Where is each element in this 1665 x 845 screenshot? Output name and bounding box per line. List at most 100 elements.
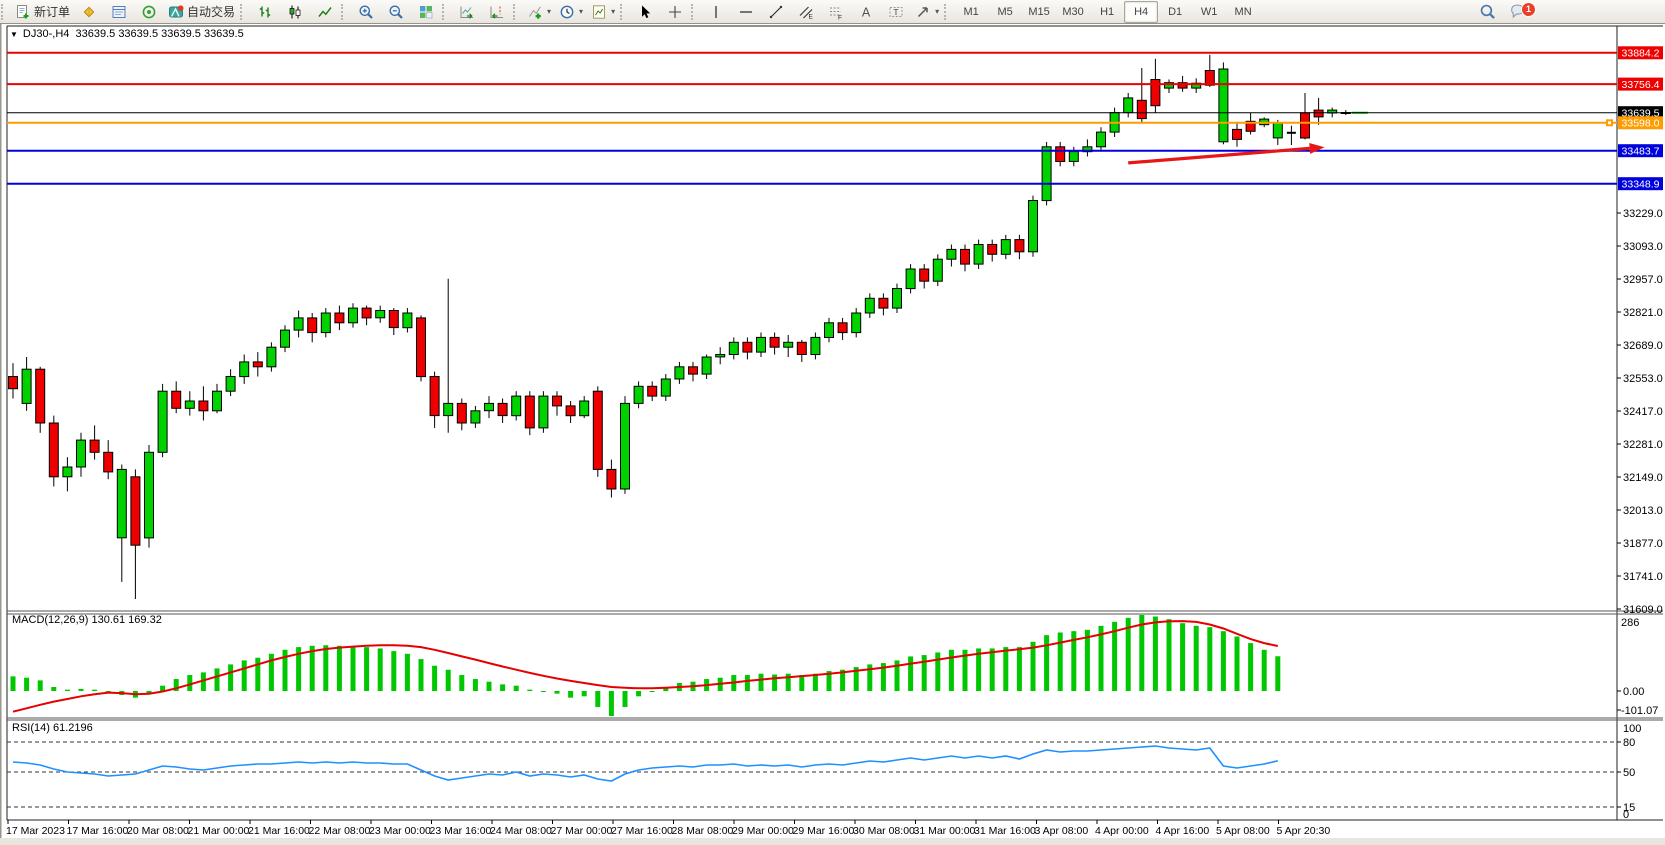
svg-text:33229.0: 33229.0 [1623, 208, 1663, 220]
tf-m5-label: M5 [997, 5, 1013, 18]
svg-text:100: 100 [1623, 723, 1641, 735]
toolbar-right: 1 [1472, 0, 1536, 23]
data-window-icon [112, 5, 126, 18]
svg-text:F: F [838, 14, 842, 20]
label-icon: T [889, 6, 903, 17]
collapse-chart-icon[interactable]: ▼ [10, 29, 18, 39]
rsi-line [12, 745, 1278, 782]
time-axis-label: 20 Mar 08:00 [127, 825, 189, 837]
horizontal-line-button[interactable] [731, 1, 761, 23]
time-axis-label: 31 Mar 00:00 [914, 825, 976, 837]
tf-h4-label: H4 [1134, 5, 1149, 18]
autotrading-button[interactable]: 自动交易 [164, 1, 239, 23]
tf-w1-label: W1 [1200, 5, 1218, 18]
tf-d1-button[interactable]: D1 [1158, 1, 1192, 23]
search-button[interactable] [1472, 1, 1502, 23]
tile-windows-button[interactable] [411, 1, 441, 23]
market-watch-icon [83, 6, 95, 17]
trendline-icon [769, 5, 783, 18]
svg-text:50: 50 [1623, 767, 1635, 779]
pane-splitter[interactable] [7, 610, 1663, 721]
time-axis-label: 22 Mar 08:00 [309, 825, 371, 837]
market-watch-button[interactable] [74, 1, 104, 23]
templates-button[interactable]: ▾ [587, 1, 619, 23]
chart-canvas[interactable]: 33884.2 33756.4 33639.5 33598.0 33483.7 33348… [0, 24, 1665, 845]
line-chart-button[interactable] [310, 1, 340, 23]
tf-m1-label: M1 [963, 5, 979, 18]
price-horizontal-line[interactable]: 33483.7 [7, 144, 1663, 158]
time-axis-label: 21 Mar 00:00 [188, 825, 250, 837]
time-axis-label: 27 Mar 00:00 [551, 825, 613, 837]
tf-m5-button[interactable]: M5 [988, 1, 1022, 23]
macd-signal-line [12, 620, 1279, 713]
candlestick-chart-button[interactable] [280, 1, 310, 23]
tf-w1-button[interactable]: W1 [1192, 1, 1226, 23]
svg-text:32553.0: 32553.0 [1623, 373, 1663, 385]
tf-h1-button[interactable]: H1 [1090, 1, 1124, 23]
data-window-button[interactable] [104, 1, 134, 23]
text-button[interactable]: A [851, 1, 881, 23]
price-horizontal-line[interactable]: 33348.9 [7, 177, 1663, 191]
new-order-icon [17, 4, 29, 18]
navigator-button[interactable] [134, 1, 164, 23]
chart-shift-button[interactable] [482, 1, 512, 23]
time-axis-label: 4 Apr 16:00 [1156, 825, 1210, 837]
cursor-button[interactable] [630, 1, 660, 23]
price-line-label: 33884.2 [1622, 48, 1660, 60]
chart-window: 33884.2 33756.4 33639.5 33598.0 33483.7 33348… [0, 24, 1665, 845]
channel-icon: E [799, 6, 814, 20]
fibonacci-button[interactable]: F [821, 1, 851, 23]
bar-chart-button[interactable] [250, 1, 280, 23]
zoom-out-button[interactable] [381, 1, 411, 23]
arrows-button[interactable]: ▾ [911, 1, 943, 23]
zoom-in-button[interactable] [351, 1, 381, 23]
notifications-button[interactable]: 1 [1502, 1, 1536, 23]
time-axis-label: 29 Mar 00:00 [732, 825, 794, 837]
time-axis-label: 24 Mar 08:00 [490, 825, 552, 837]
auto-scroll-button[interactable] [452, 1, 482, 23]
chevron-down-icon: ▾ [547, 7, 552, 16]
time-axis-label: 5 Apr 20:30 [1277, 825, 1331, 837]
indicators-icon [529, 6, 541, 19]
svg-text:E: E [809, 13, 814, 20]
svg-text:286: 286 [1621, 617, 1639, 629]
tf-m15-button[interactable]: M15 [1022, 1, 1056, 23]
price-horizontal-line[interactable]: 33884.2 [7, 46, 1663, 60]
periods-button[interactable]: ▾ [555, 1, 587, 23]
price-horizontal-line[interactable]: 33598.0 [7, 116, 1663, 130]
time-axis-label: 23 Mar 16:00 [430, 825, 492, 837]
price-axis[interactable]: 33229.0 33093.0 32957.0 32821.0 32689.0 32553… [1617, 208, 1663, 616]
svg-text:32149.0: 32149.0 [1623, 472, 1663, 484]
hline-icon [740, 10, 753, 13]
svg-text:80: 80 [1623, 737, 1635, 749]
indicators-button[interactable]: ▾ [523, 1, 555, 23]
auto-scroll-icon [460, 6, 474, 19]
price-horizontal-line[interactable]: 33756.4 [7, 77, 1663, 91]
time-axis-label: 4 Apr 00:00 [1095, 825, 1149, 837]
chart-title-bar: ▼ DJ30-,H4 33639.5 33639.5 33639.5 33639… [10, 28, 244, 40]
vertical-line-button[interactable] [701, 1, 731, 23]
time-axis-label: 31 Mar 16:00 [974, 825, 1036, 837]
tf-m1-button[interactable]: M1 [954, 1, 988, 23]
tf-mn-button[interactable]: MN [1226, 1, 1260, 23]
text-icon: A [862, 5, 871, 19]
chart-title: DJ30-,H4 33639.5 33639.5 33639.5 33639.5 [22, 28, 244, 40]
tf-h4-button[interactable]: H4 [1124, 0, 1159, 23]
new-order-button[interactable]: 新订单 [11, 1, 74, 23]
crosshair-button[interactable] [660, 1, 690, 23]
text-label-button[interactable]: T [881, 1, 911, 23]
macd-histogram [10, 615, 1281, 716]
trend-arrow[interactable] [1128, 143, 1325, 165]
cursor-icon [642, 5, 651, 18]
chart-svg: 33884.233756.433639.533598.033483.733348… [0, 24, 1665, 845]
chevron-down-icon: ▾ [579, 7, 584, 16]
macd-axis[interactable]: 286 0.00 -101.07 [1617, 617, 1658, 717]
tf-m30-button[interactable]: M30 [1056, 1, 1090, 23]
equidistant-channel-button[interactable]: E [791, 1, 821, 23]
line-chart-icon [318, 6, 332, 17]
svg-text:31741.0: 31741.0 [1623, 571, 1663, 583]
rsi-axis[interactable]: 100 80 50 150 [1617, 723, 1641, 821]
trendline-button[interactable] [761, 1, 791, 23]
new-order-label: 新订单 [34, 5, 71, 19]
